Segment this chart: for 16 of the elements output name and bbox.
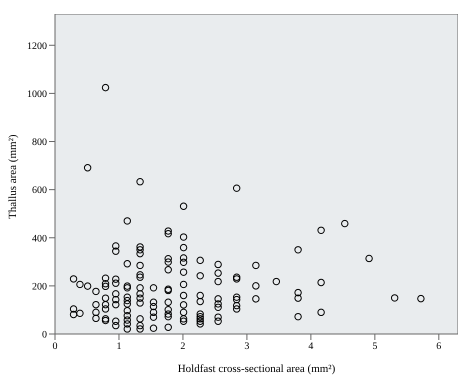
x-tick-label: 1 [116,341,122,352]
y-tick-label: 800 [32,137,47,148]
y-tick-label: 400 [32,233,47,244]
y-axis-title: Thallus area (mm²) [6,134,19,219]
x-tick-label: 2 [180,341,186,352]
x-tick-label: 6 [436,341,442,352]
x-tick-label: 4 [308,341,314,352]
y-tick-label: 0 [42,330,47,341]
x-tick-label: 0 [52,341,58,352]
y-tick-label: 1000 [27,88,47,100]
x-tick-label: 5 [372,341,378,352]
x-tick-label: 3 [244,341,250,352]
y-tick-label: 1200 [27,40,47,52]
y-tick-label: 600 [32,185,47,196]
y-tick-label: 200 [32,281,47,292]
x-axis-title: Holdfast cross-sectional area (mm²) [178,363,336,375]
